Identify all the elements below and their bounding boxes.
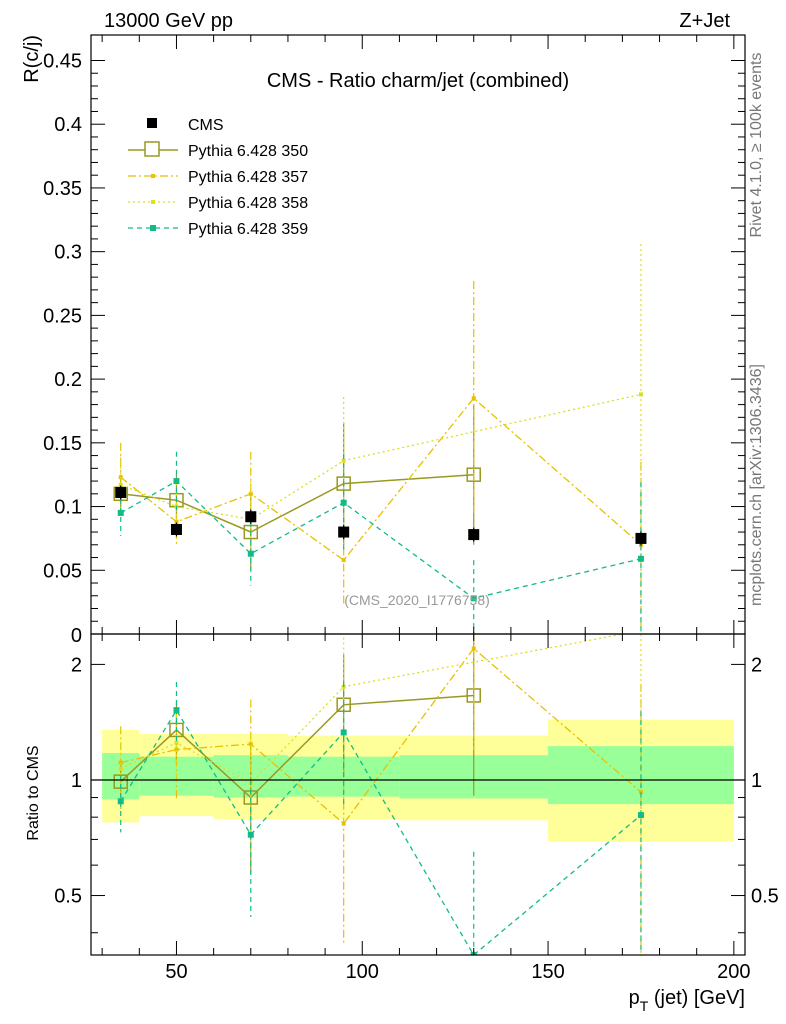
legend-marker-358 [151, 200, 155, 204]
y-tick-label-8: 0.45 [43, 50, 82, 72]
ratio-plot-frame [90, 633, 746, 956]
axes-layer: 50 100 150 200 0.05 0.1 0.15 0.2 0.25 0.3 0.35 0.4 0… [43, 34, 779, 983]
marker-pythia-6-428-357-ratio-4 [471, 646, 476, 651]
y-tick-label-5: 0.3 [54, 242, 82, 264]
y-axis-label: R(c/j) [21, 35, 43, 83]
legend-label-350: Pythia 6.428 350 [188, 143, 308, 160]
y-tick-label-7: 0.4 [54, 114, 82, 136]
line-pythia-6-428-357-ratio [120, 647, 642, 825]
process-label: Z+Jet [679, 10, 730, 32]
legend-label-357: Pythia 6.428 357 [188, 169, 308, 186]
marker-pythia-6-428-357-ratio-5 [638, 790, 643, 795]
marker-pythia-6-428-357-main-3 [341, 558, 346, 563]
marker-pythia-6-428-359-main-5 [637, 555, 644, 562]
marker-pythia-6-428-358-ratio-0 [118, 766, 123, 771]
marker-pythia-6-428-357-main-4 [471, 396, 476, 401]
marker-pythia-6-428-357-ratio-3 [341, 821, 346, 826]
marker-pythia-6-428-358-main-4 [638, 392, 643, 397]
y-tick-label-zero: 0 [71, 625, 82, 647]
marker-pythia-6-428-358-ratio-1 [174, 740, 179, 745]
main-title: CMS - Ratio charm/jet (combined) [267, 70, 569, 92]
y-tick-label-3: 0.2 [54, 369, 82, 391]
ratio-y-tick-label-l-1: 1 [71, 770, 82, 792]
marker-pythia-6-428-359-ratio-0 [117, 798, 124, 805]
marker-pythia-6-428-359-main-2 [247, 550, 254, 557]
line-pythia-6-428-359-main [120, 480, 642, 600]
series-pythia-6-428-350-main [113, 404, 481, 571]
ratio-y-axis-label: Ratio to CMS [25, 745, 42, 840]
series-pythia-6-428-359-ratio [117, 681, 644, 955]
y-tick-label-0: 0.05 [43, 560, 82, 582]
watermark-label: (CMS_2020_I1776758) [344, 592, 490, 608]
line-pythia-6-428-358-main [120, 393, 642, 520]
legend-marker-357 [151, 174, 155, 178]
cms-point-0 [115, 487, 127, 499]
legend-label-358: Pythia 6.428 358 [188, 195, 308, 212]
cms-point-5 [635, 532, 647, 544]
marker-pythia-6-428-359-main-3 [340, 499, 347, 506]
legend-marker-359 [150, 225, 156, 231]
legend-marker-350 [144, 141, 160, 157]
cms-point-4 [468, 529, 480, 541]
ratio-y-tick-label-r-2: 2 [751, 654, 762, 676]
marker-pythia-6-428-359-ratio-3 [340, 729, 347, 736]
energy-label: 13000 GeV pp [104, 10, 233, 32]
marker-pythia-6-428-359-ratio-2 [247, 831, 254, 838]
marker-pythia-6-428-359-ratio-1 [173, 707, 180, 714]
legend-label-cms: CMS [188, 117, 224, 134]
y-tick-label-1: 0.1 [54, 497, 82, 519]
cms-point-3 [338, 526, 350, 538]
ratio-uncertainty-bands [102, 719, 734, 842]
x-tick-label-150: 150 [531, 961, 564, 983]
x-tick-label-50: 50 [165, 961, 187, 983]
marker-pythia-6-428-358-main-3 [341, 458, 346, 463]
marker-pythia-6-428-359-main-1 [173, 478, 180, 485]
y-tick-label-2: 0.15 [43, 433, 82, 455]
line-pythia-6-428-357-main [120, 397, 642, 561]
marker-pythia-6-428-357-main-2 [248, 491, 253, 496]
marker-pythia-6-428-359-main-0 [117, 509, 124, 516]
y-tick-label-4: 0.25 [43, 305, 82, 327]
marker-pythia-6-428-357-ratio-1 [174, 747, 179, 752]
line-pythia-6-428-359-ratio [120, 708, 642, 955]
series-pythia-6-428-357-main [118, 280, 643, 628]
y-tick-label-6: 0.35 [43, 178, 82, 200]
marker-pythia-6-428-359-main-4 [470, 595, 477, 602]
series-cms-data [115, 485, 647, 546]
series-layer [91, 244, 745, 955]
marker-pythia-6-428-357-ratio-2 [248, 742, 253, 747]
x-tick-label-200: 200 [717, 961, 750, 983]
ratio-y-tick-label-l-2: 2 [71, 654, 82, 676]
cms-point-2 [245, 511, 257, 523]
side-label-rivet: Rivet 4.1.0, ≥ 100k events [748, 53, 765, 238]
marker-pythia-6-428-357-main-1 [174, 519, 179, 524]
marker-pythia-6-428-359-ratio-5 [637, 812, 644, 819]
series-pythia-6-428-358-main [118, 244, 643, 558]
marker-pythia-6-428-358-main-0 [118, 482, 123, 487]
x-axis-label: pT (jet) [GeV] [629, 987, 745, 1014]
series-pythia-6-428-359-main [117, 451, 644, 634]
legend-marker-cms [147, 118, 157, 128]
ratio-y-tick-label-r-1: 1 [751, 770, 762, 792]
x-tick-label-100: 100 [346, 961, 379, 983]
ratio-y-tick-label-l-0: 0.5 [54, 886, 82, 908]
side-label-mcplots: mcplots.cern.ch [arXiv:1306.3436] [748, 364, 765, 606]
legend-label-359: Pythia 6.428 359 [188, 221, 308, 238]
cms-point-1 [170, 523, 182, 535]
legend: CMS Pythia 6.428 350 Pythia 6.428 357 Py… [128, 117, 308, 238]
ratio-y-tick-label-r-0: 0.5 [751, 886, 779, 908]
